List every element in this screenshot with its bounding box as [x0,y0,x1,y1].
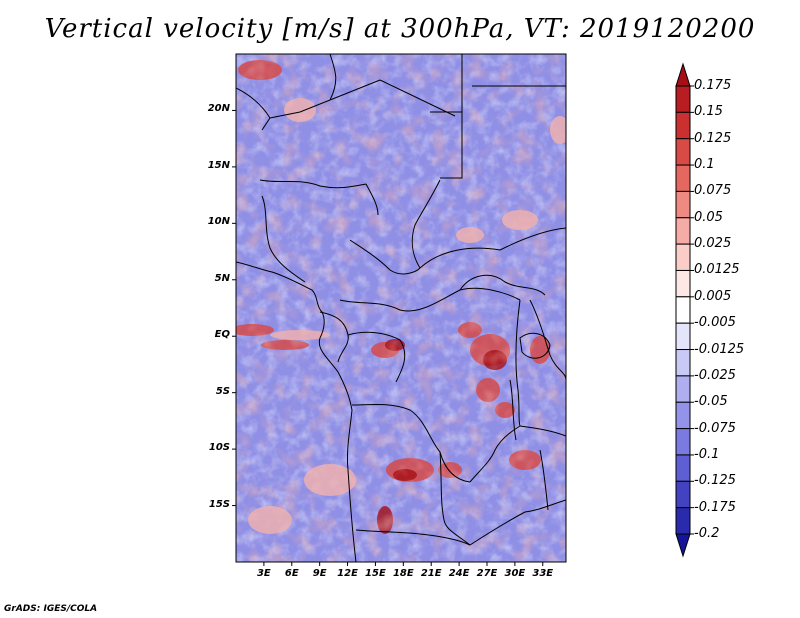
lon-tick-label: 27E [476,568,498,579]
colorbar-label: -0.0125 [694,341,745,357]
lake-victoria [519,332,551,359]
lat-tick-label: 10S [208,442,230,454]
colorbar-segment [675,375,691,403]
colorbar-label: -0.175 [694,499,736,515]
colorbar-label: 0.075 [694,183,732,199]
lon-tick-label: 21E [420,568,442,579]
lon-tick-label: 33E [532,568,554,579]
lat-tick-label: 15N [207,159,230,171]
colorbar-label: -0.125 [694,473,736,489]
velocity-field [236,54,566,562]
lon-tick-label: 24E [448,568,470,579]
plot-frame [235,53,567,563]
colorbar-label: -0.025 [694,367,736,383]
border-zambia-zimbabwe [469,499,566,546]
colorbar-segment [675,480,691,509]
border-chad-libya [379,79,456,117]
colorbar-segment [675,164,691,192]
border-drc-east [515,299,521,427]
colorbar-segment [675,269,691,298]
lon-tick-label: 9E [312,568,327,579]
border-southsudan-drc [459,274,546,296]
lat-tick-label: 5S [215,385,230,397]
colorbar-label: -0.2 [694,526,720,541]
colorbar-label: -0.05 [694,394,728,410]
colorbar-segment [675,138,691,166]
border-libya-algeria [329,54,337,101]
border-algeria-niger [236,87,271,119]
border-angola-namibia [355,529,471,546]
lon-tick-label: 15E [365,568,386,579]
border-drc-zambia [469,425,521,483]
lat-tick-label: 10N [207,216,230,228]
colorbar-label: 0.05 [694,209,723,225]
colorbar-label: -0.075 [694,420,736,436]
colorbar-segment [675,322,691,351]
lat-tick-label: 5N [214,272,230,284]
lon-tick-label: 30E [504,568,526,579]
colorbar-label: 0.125 [694,130,732,146]
lat-tick-label: 15S [208,498,230,510]
colorbar-segment [675,190,691,219]
border-libya-sudan [440,112,463,179]
lon-tick-label: 12E [337,568,358,579]
border-uganda-kenya [529,299,566,381]
chart-title: Vertical velocity [m/s] at 300hPa, VT: 2… [44,14,756,44]
field-pink-speckle [236,54,566,562]
border-nigeria-cameroon [261,195,306,283]
colorbar-segment [675,243,691,271]
border-nigeria-niger [259,179,367,189]
border-car-drc [339,287,521,312]
colorbar-segment [675,454,691,482]
colorbar-bottom-arrow [675,533,691,558]
lake-malawi [539,449,549,511]
latitude-ticks [232,109,236,507]
colorbar-segment [675,85,691,113]
colorbar-label: 0.0125 [694,262,740,278]
coastline-west [236,261,357,562]
colorbar-segment [675,296,691,324]
colorbar-top-arrow [675,62,691,87]
border-cameroon-car [349,239,421,275]
colorbar-segment [675,507,691,535]
longitude-ticks [263,562,544,566]
border-angola-zambia [439,451,471,546]
colorbar-segment [675,428,691,456]
colorbar [675,62,694,558]
grads-credit: GrADS: IGES/COLA [4,604,98,614]
border-drc-angola [351,403,471,483]
colorbar-segment [675,111,691,140]
country-borders [236,54,566,562]
border-tanzania [519,425,566,437]
colorbar-segment [675,401,691,430]
colorbar-label: -0.005 [694,315,736,331]
lon-tick-label: 6E [284,568,299,579]
colorbar-segment [675,349,691,377]
colorbar-label: -0.1 [694,446,720,462]
colorbar-segment [675,217,691,245]
colorbar-label: 0.175 [694,78,732,93]
colorbar-label: 0.025 [694,236,732,252]
lon-tick-label: 18E [392,568,414,579]
colorbar-label: 0.15 [694,104,723,120]
border-sudan-southsudan [419,227,566,269]
colorbar-label: 0.005 [694,288,732,304]
border-chad-sudan [411,179,441,269]
border-congo-drc [347,331,406,383]
border-niger-chad [261,79,381,131]
lat-tick-label: 20N [207,103,230,115]
colorbar-label: 0.1 [694,157,715,173]
lon-tick-label: 3E [256,568,271,579]
lake-tanganyika [509,379,517,441]
lat-tick-label: EQ [214,329,230,341]
border-chad-niger [365,183,379,216]
